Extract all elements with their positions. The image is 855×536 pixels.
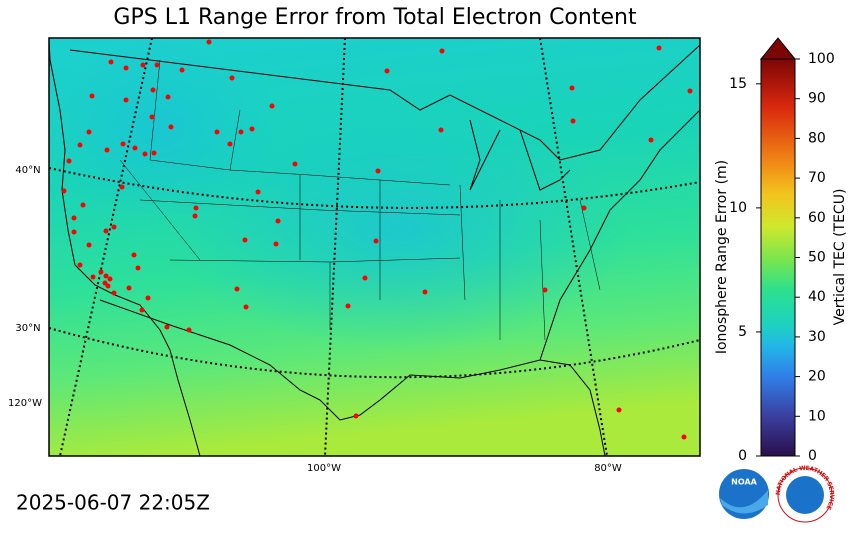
left-tick-label: 10 [729,200,747,216]
state-borders [119,59,601,341]
tec-field [49,40,280,220]
right-tick-label: 100 [808,51,835,67]
right-tick-label: 50 [808,250,826,266]
right-tick-label: 90 [808,91,826,107]
timestamp: 2025-06-07 22:05Z [16,491,210,515]
nws-inner [786,476,824,514]
colorbar: Ionosphere Range Error (m) Vertical TEC … [714,37,848,464]
colorbar-extension [759,37,797,60]
left-axis-label: Ionosphere Range Error (m) [714,160,730,354]
right-tick-label: 80 [808,130,826,146]
great-lakes [469,119,571,191]
coastline [49,39,201,456]
lon-label: 120°W [8,398,42,409]
map-frame [48,37,701,457]
lat-label: 40°N [15,165,40,176]
nws-logo: NATIONAL WEATHER SERVICE [774,464,836,523]
graticule [539,38,608,456]
right-tick-label: 40 [808,289,826,305]
stations [61,39,693,440]
lat-label: 30°N [15,323,40,334]
lon-label: 100°W [307,463,341,474]
noaa-wave [720,490,768,514]
lon-label: 80°W [594,463,622,474]
left-tick-label: 5 [738,324,747,340]
right-tick-label: 20 [808,369,826,385]
right-tick-label: 30 [808,329,826,345]
colorbar-scale [760,58,796,457]
map [49,38,700,456]
graticule [59,38,153,456]
right-tick-label: 60 [808,210,826,226]
noaa-logo: NOAA [719,469,769,519]
coastline [539,109,700,361]
left-tick-label: 0 [738,448,747,464]
right-tick-label: 70 [808,170,826,186]
graticule [49,327,700,379]
right-axis-label: Vertical TEC (TECU) [832,189,848,326]
left-tick-label: 15 [729,76,747,92]
tec-field [170,110,630,350]
noaa-text: NOAA [731,478,757,487]
right-tick-label: 10 [808,408,826,424]
title: GPS L1 Range Error from Total Electron C… [113,5,637,30]
coastline [99,299,606,456]
right-tick-label: 0 [808,448,817,464]
